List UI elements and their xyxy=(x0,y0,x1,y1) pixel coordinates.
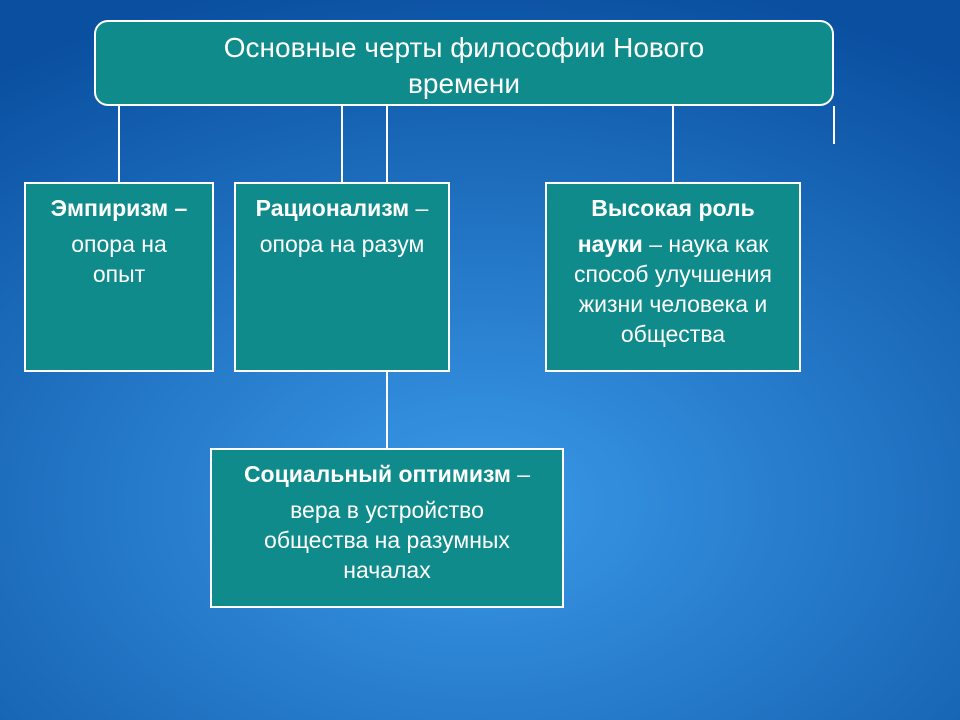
text-line: общества xyxy=(553,320,793,350)
node-optimism: Социальный оптимизм – вера в устройствооб… xyxy=(210,448,564,608)
text-line: началах xyxy=(218,556,556,586)
node-science: Высокая роль науки – наука какспособ улуч… xyxy=(545,182,801,372)
text-line: Рационализм – xyxy=(242,194,442,224)
text-line: жизни человека и xyxy=(553,290,793,320)
node-empiricism: Эмпиризм – опора наопыт xyxy=(24,182,214,372)
text-line: вера в устройство xyxy=(218,496,556,526)
node-title: Основные черты философии Новоговремени xyxy=(94,20,834,106)
text-line: Эмпиризм – xyxy=(32,194,206,224)
text-line: Высокая роль xyxy=(553,194,793,224)
text-line: общества на разумных xyxy=(218,526,556,556)
text-line: способ улучшения xyxy=(553,260,793,290)
text-line: Социальный оптимизм – xyxy=(218,460,556,490)
text-line: времени xyxy=(106,66,822,102)
text-line: опыт xyxy=(32,260,206,290)
text-line: Основные черты философии Нового xyxy=(106,30,822,66)
node-rationalism: Рационализм – опора на разум xyxy=(234,182,450,372)
text-line: опора на xyxy=(32,230,206,260)
text-line: науки – наука как xyxy=(553,230,793,260)
text-line: опора на разум xyxy=(242,230,442,260)
diagram-stage: Основные черты философии Новоговремени Эм… xyxy=(0,0,960,720)
